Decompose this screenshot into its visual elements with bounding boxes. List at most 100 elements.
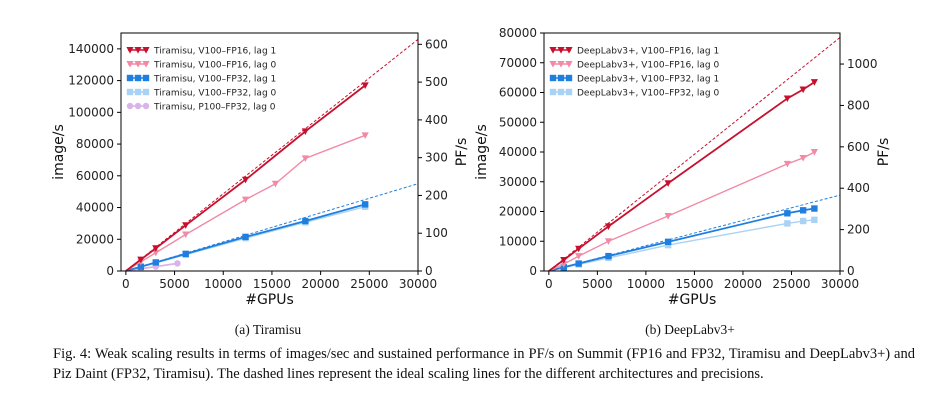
x-tick-label: 15000 — [253, 277, 291, 291]
data-point — [361, 201, 369, 208]
y2-tick-label: 600 — [847, 140, 870, 154]
y-tick-label: 60000 — [76, 169, 114, 183]
data-point — [783, 95, 791, 103]
y-tick-label: 0 — [106, 264, 114, 278]
data-point — [242, 233, 249, 241]
y2-tick-label: 400 — [425, 113, 448, 127]
data-point — [799, 217, 807, 225]
legend-marker — [126, 47, 134, 54]
series-line — [548, 151, 815, 271]
x-tick-label: 20000 — [302, 277, 340, 291]
y2-tick-label: 500 — [425, 75, 448, 89]
data-point — [152, 245, 160, 252]
legend-label: DeepLabv3+, V100–FP32, lag 0 — [577, 89, 719, 99]
y-tick-label: 20000 — [76, 232, 114, 246]
legend-marker — [557, 61, 565, 68]
legend: Tiramisu, V100–FP16, lag 1 Tiramisu, V100… — [126, 47, 277, 113]
y2-tick-label: 400 — [847, 181, 870, 195]
legend-marker — [565, 61, 573, 68]
legend-marker — [126, 74, 134, 82]
data-point — [182, 231, 190, 239]
data-point — [560, 256, 568, 264]
y-tick-label: 30000 — [499, 175, 537, 189]
data-point — [302, 217, 309, 225]
legend-marker — [557, 88, 565, 96]
data-point — [604, 223, 613, 230]
legend-label: Tiramisu, V100–FP16, lag 0 — [153, 61, 277, 71]
series-0 — [548, 79, 818, 271]
data-point — [605, 252, 612, 260]
x-tick-label: 25000 — [350, 277, 388, 291]
legend-marker — [565, 88, 573, 96]
data-point — [783, 160, 791, 168]
x-tick-label: 10000 — [627, 277, 665, 291]
legend-marker — [142, 47, 150, 54]
y2-axis-label: PF/s — [454, 138, 470, 167]
legend-marker — [142, 74, 150, 82]
legend-label: DeepLabv3+, V100–FP16, lag 1 — [577, 47, 719, 57]
legend-label: Tiramisu, V100–FP32, lag 1 — [153, 75, 276, 85]
y-tick-label: 80000 — [76, 137, 114, 151]
legend-marker — [134, 88, 142, 96]
data-point — [575, 260, 582, 267]
legend-marker — [549, 47, 557, 54]
legend-marker — [142, 102, 150, 110]
legend-marker — [557, 74, 565, 82]
y-tick-label: 120000 — [68, 74, 114, 88]
x-tick-label: 0 — [122, 277, 130, 291]
x-tick-label: 15000 — [675, 277, 713, 291]
series-1 — [125, 132, 369, 271]
y2-axis-label: PF/s — [876, 138, 892, 167]
y-tick-label: 20000 — [499, 205, 537, 219]
legend-marker — [142, 61, 150, 68]
series-line — [125, 134, 366, 271]
data-point — [152, 249, 160, 257]
legend-marker — [142, 88, 150, 96]
legend-label: Tiramisu, V100–FP32, lag 0 — [153, 89, 277, 99]
panel-subcaption: (b) DeepLabv3+ — [645, 322, 735, 337]
y-tick-label: 100000 — [68, 105, 114, 119]
y-tick-label: 60000 — [499, 86, 537, 100]
data-point — [664, 212, 672, 220]
legend-marker — [126, 88, 134, 96]
data-point — [664, 238, 672, 246]
series-1 — [548, 149, 818, 271]
y2-tick-label: 800 — [847, 98, 870, 112]
y2-tick-label: 1000 — [847, 57, 878, 71]
data-point — [664, 180, 672, 187]
data-point — [560, 261, 568, 268]
x-tick-label: 20000 — [724, 277, 762, 291]
x-tick-label: 0 — [545, 277, 553, 291]
x-tick-label: 10000 — [204, 277, 242, 291]
y-tick-label: 80000 — [499, 26, 537, 40]
data-point — [811, 205, 818, 212]
y2-tick-label: 200 — [425, 188, 448, 202]
data-point — [182, 250, 189, 258]
y-tick-label: 140000 — [68, 42, 114, 56]
data-point — [799, 154, 807, 162]
data-point — [152, 259, 159, 266]
plot-area — [548, 37, 840, 271]
data-point — [241, 176, 250, 184]
plot-frame — [543, 32, 841, 272]
data-point — [810, 79, 818, 86]
panel-deeplab: 0 5000 10000 15000 20000 25000 300000100002000… — [474, 26, 892, 337]
data-point — [575, 253, 583, 260]
legend-marker — [557, 47, 565, 54]
y2-tick-label: 0 — [425, 264, 433, 278]
legend-marker — [134, 61, 142, 68]
legend-marker — [549, 88, 557, 96]
y2-tick-label: 100 — [425, 226, 448, 240]
y2-tick-label: 600 — [425, 37, 448, 51]
y2-tick-label: 200 — [847, 223, 870, 237]
legend-marker — [549, 74, 557, 82]
data-point — [811, 216, 818, 224]
legend-label: DeepLabv3+, V100–FP32, lag 1 — [577, 75, 719, 85]
data-point — [301, 155, 309, 162]
y2-tick-label: 300 — [425, 151, 448, 165]
x-axis-label: #GPUs — [668, 292, 717, 308]
plot-frame — [120, 32, 419, 272]
plot-area — [125, 38, 418, 271]
ideal-scaling-line — [548, 37, 840, 271]
